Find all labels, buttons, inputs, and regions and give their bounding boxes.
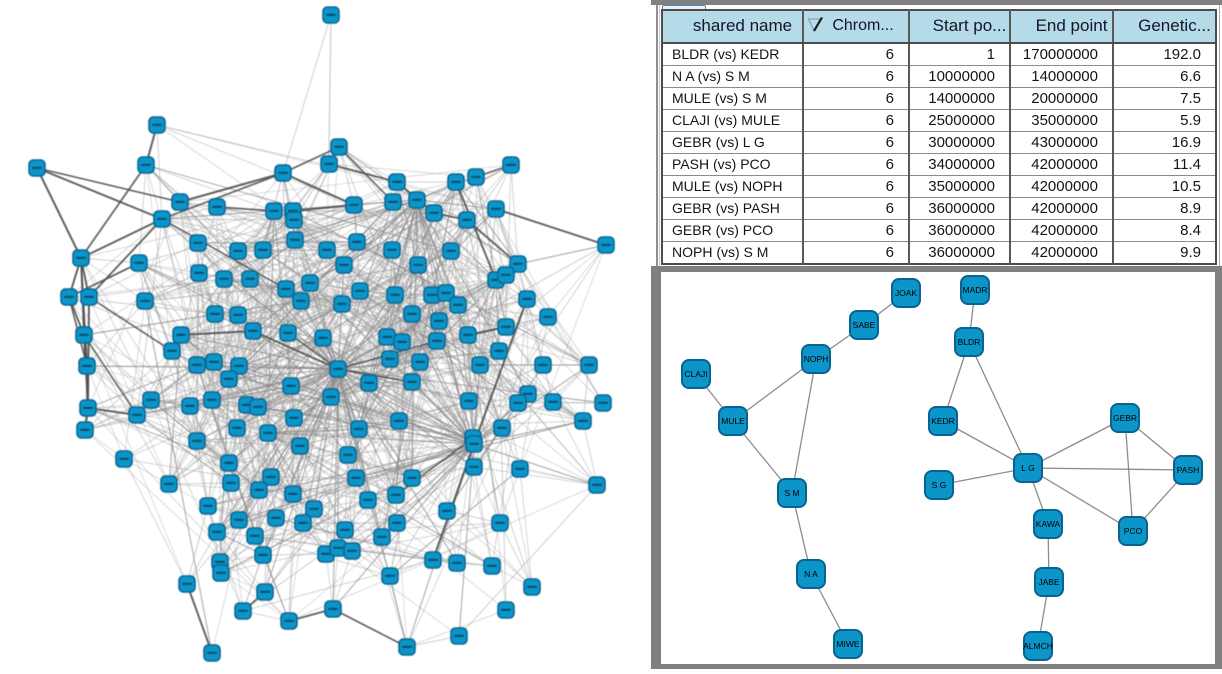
svg-text:CLAJI: CLAJI <box>684 369 707 379</box>
svg-text:KAWA: KAWA <box>1036 519 1061 529</box>
svg-text:GEBR: GEBR <box>1113 413 1137 423</box>
svg-text:ALMCH: ALMCH <box>1023 641 1053 651</box>
svg-text:JABE: JABE <box>1038 577 1060 587</box>
svg-text:KEDR: KEDR <box>931 416 955 426</box>
svg-text:NOPH: NOPH <box>804 354 829 364</box>
svg-text:N A: N A <box>804 569 818 579</box>
svg-text:S M: S M <box>784 488 799 498</box>
svg-text:PASH: PASH <box>1177 465 1200 475</box>
svg-text:L G: L G <box>1021 463 1034 473</box>
svg-text:BLDR: BLDR <box>958 337 981 347</box>
svg-text:S G: S G <box>932 480 947 490</box>
svg-text:JOAK: JOAK <box>895 288 918 298</box>
svg-text:MADR: MADR <box>962 285 987 295</box>
svg-text:MIWE: MIWE <box>836 639 859 649</box>
svg-text:MULE: MULE <box>721 416 745 426</box>
svg-text:SABE: SABE <box>853 320 876 330</box>
svg-text:PCO: PCO <box>1124 526 1143 536</box>
